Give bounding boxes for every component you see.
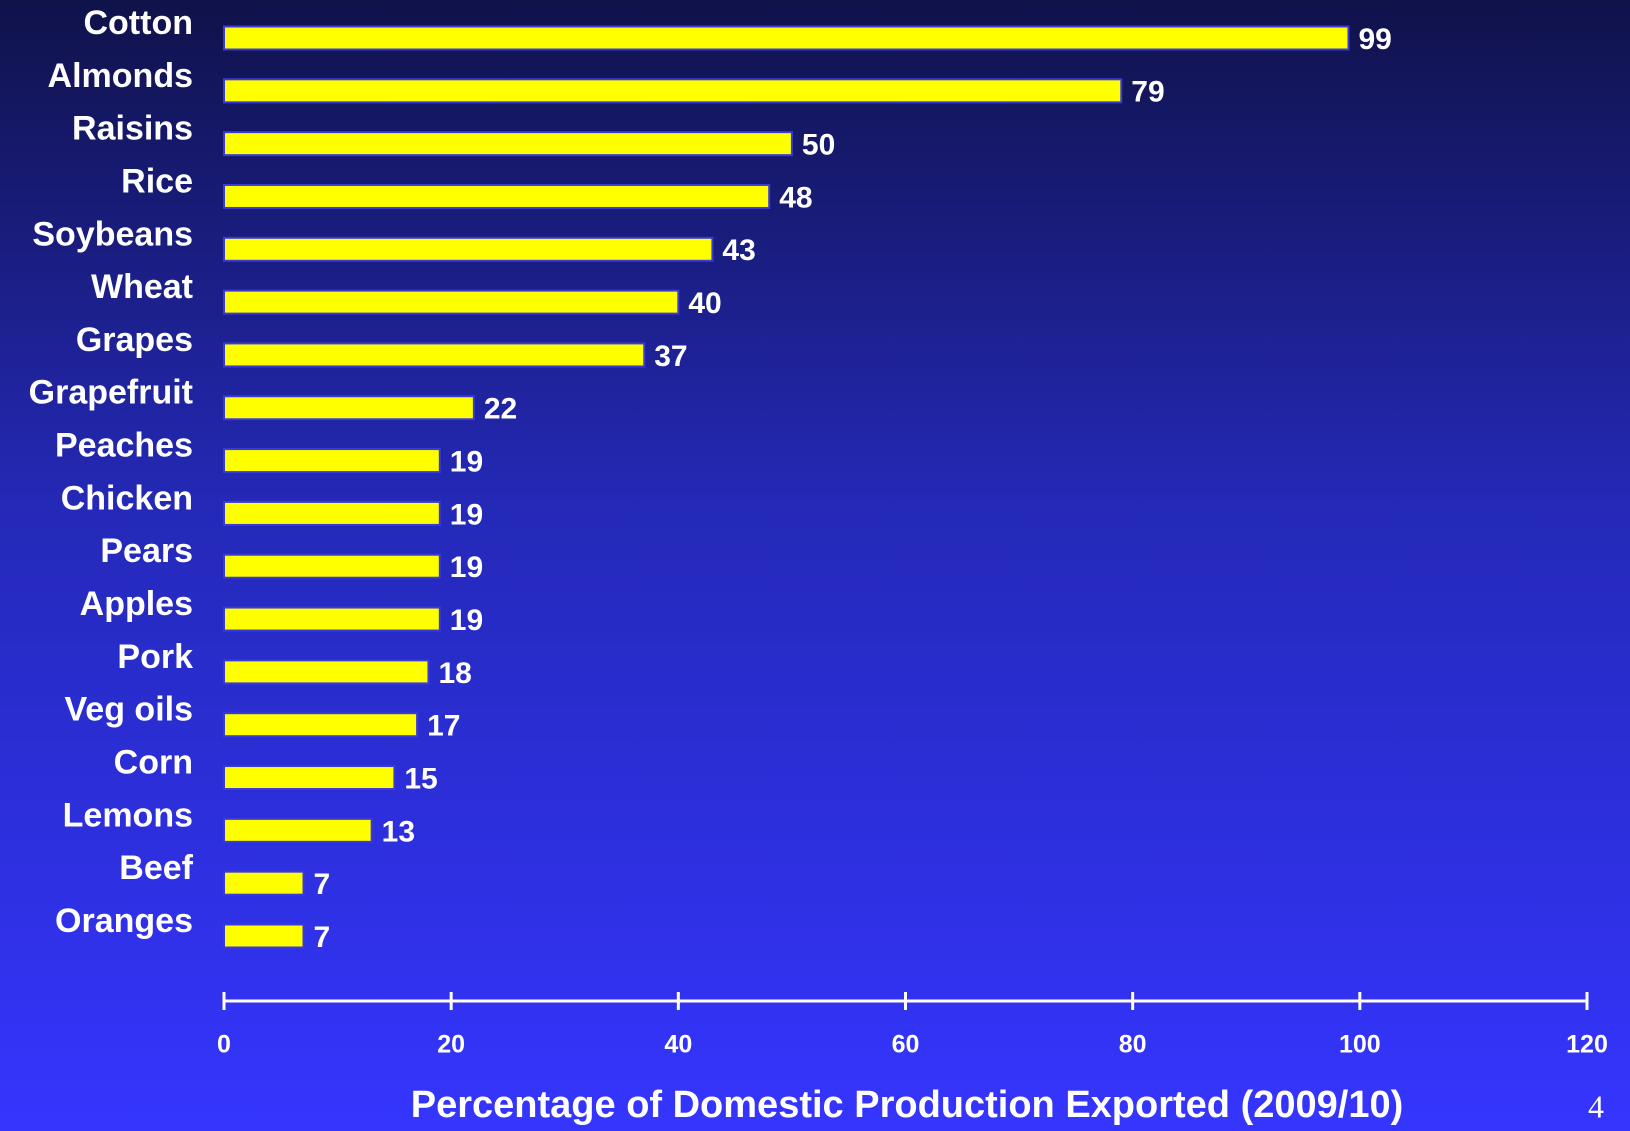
x-tick-label: 0 <box>217 1031 231 1059</box>
x-tick-label: 80 <box>1119 1031 1147 1059</box>
data-label: 7 <box>314 868 331 901</box>
bar <box>223 712 419 738</box>
bar <box>223 606 441 632</box>
bar <box>223 553 441 579</box>
y-tick-label: Cotton <box>83 4 193 42</box>
y-tick-label: Lemons <box>63 796 193 834</box>
bar <box>223 78 1123 104</box>
y-tick-label: Veg oils <box>65 691 194 729</box>
data-label: 79 <box>1131 76 1164 109</box>
y-tick-label: Corn <box>114 744 193 782</box>
y-tick-label: Grapes <box>76 321 193 359</box>
data-label: 37 <box>654 340 687 373</box>
data-label: 22 <box>484 393 517 426</box>
data-label: 19 <box>450 604 483 637</box>
bar <box>223 289 680 315</box>
y-tick-label: Rice <box>121 162 193 200</box>
data-label: 19 <box>450 446 483 479</box>
bar <box>223 448 441 474</box>
data-label: 40 <box>688 287 721 320</box>
bar <box>223 395 475 421</box>
data-label: 19 <box>450 498 483 531</box>
y-tick-label: Raisins <box>72 110 193 148</box>
bar <box>223 500 441 526</box>
bar <box>223 25 1350 51</box>
bar <box>223 923 305 949</box>
bar <box>223 765 396 791</box>
bar <box>223 817 373 843</box>
y-tick-label: Wheat <box>91 268 193 306</box>
y-tick-label: Grapefruit <box>29 374 193 412</box>
data-label: 17 <box>427 710 460 743</box>
x-tick-label: 40 <box>664 1031 692 1059</box>
data-label: 19 <box>450 551 483 584</box>
y-tick-label: Pork <box>117 638 193 676</box>
y-tick-label: Almonds <box>48 57 193 95</box>
bar <box>223 870 305 896</box>
y-tick-label: Chicken <box>61 479 193 517</box>
page-number: 4 <box>1588 1088 1604 1124</box>
data-label: 50 <box>802 129 835 162</box>
data-label: 18 <box>438 657 471 690</box>
y-tick-label: Peaches <box>55 427 193 465</box>
y-tick-label: Pears <box>100 532 193 570</box>
x-tick-label: 120 <box>1566 1031 1608 1059</box>
bar <box>223 236 714 262</box>
bar <box>223 183 771 209</box>
data-label: 13 <box>382 815 415 848</box>
data-label: 48 <box>779 181 812 214</box>
bar <box>223 131 793 157</box>
y-tick-label: Beef <box>119 849 193 887</box>
data-label: 43 <box>722 234 755 267</box>
data-label: 99 <box>1358 23 1391 56</box>
bar <box>223 659 430 685</box>
x-axis-label: Percentage of Domestic Production Export… <box>411 1084 1404 1126</box>
data-label: 7 <box>314 921 331 954</box>
x-tick-label: 100 <box>1339 1031 1381 1059</box>
bar <box>223 342 646 368</box>
x-tick-label: 20 <box>437 1031 465 1059</box>
y-tick-label: Soybeans <box>32 215 193 253</box>
y-tick-label: Apples <box>80 585 193 623</box>
data-label: 15 <box>404 762 437 795</box>
x-tick-label: 60 <box>892 1031 920 1059</box>
y-tick-label: Oranges <box>55 902 193 940</box>
